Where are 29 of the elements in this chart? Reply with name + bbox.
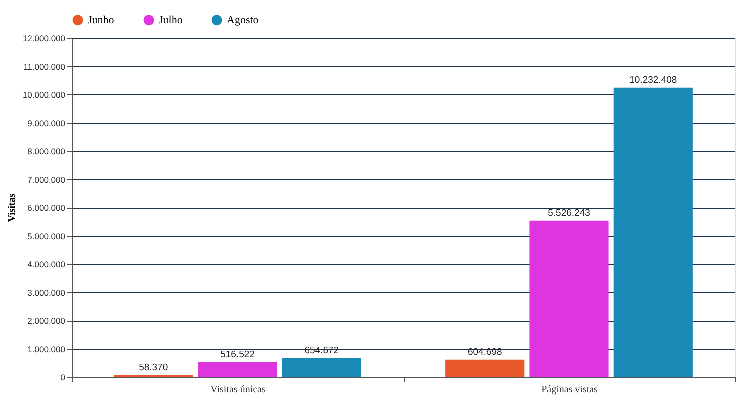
bar (198, 362, 278, 377)
bar (614, 88, 693, 377)
x-tick-label: Páginas vistas (542, 384, 598, 396)
bar (446, 360, 525, 377)
y-axis-title: Visitas (6, 194, 18, 222)
data-label: 604.698 (468, 346, 502, 358)
y-tick-label: 12.000.000 (22, 34, 66, 44)
data-label: 5.526.243 (548, 208, 590, 219)
y-tick-label: 0 (60, 372, 66, 382)
bar (530, 220, 609, 377)
y-tick-label: 9.000.000 (28, 118, 66, 128)
x-tick-label: Visitas únicas (210, 384, 266, 396)
y-tick-label: 3.000.000 (28, 288, 66, 298)
data-label: 516.522 (220, 349, 255, 360)
y-tick-label: 2.000.000 (28, 316, 66, 326)
y-tick-label: 7.000.000 (28, 174, 66, 185)
y-tick-label: 6.000.000 (28, 203, 66, 213)
y-tick-label: 5.000.000 (28, 231, 66, 242)
y-tick-label: 1.000.000 (28, 344, 66, 354)
y-tick-label: 11.000.000 (24, 62, 66, 72)
legend-label: Junho (88, 14, 115, 26)
legend-label: Julho (159, 14, 184, 26)
legend-label: Agosto (227, 14, 260, 26)
bar (282, 358, 362, 377)
y-tick-label: 4.000.000 (28, 260, 66, 270)
y-tick-label: 8.000.000 (28, 146, 66, 156)
data-label: 58.370 (139, 362, 168, 374)
y-tick-label: 10.000.000 (22, 90, 66, 100)
data-label: 10.232.408 (630, 74, 678, 86)
